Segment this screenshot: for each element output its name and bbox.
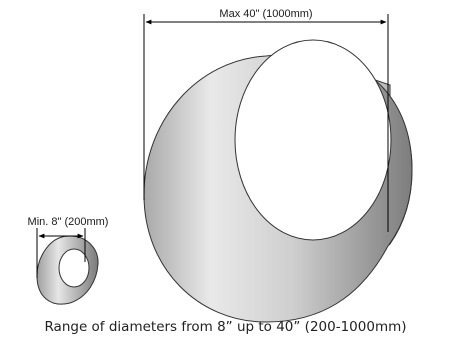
small-tube-opening (58, 248, 90, 288)
small-tube-dimension-label: Min. 8" (200mm) (28, 216, 109, 228)
large-tube-opening (234, 39, 392, 241)
small-tube (36, 235, 99, 305)
large-tube (143, 39, 413, 323)
small-tube-dimension: Min. 8" (200mm) (28, 216, 109, 278)
large-tube-dimension: Max 40" (1000mm) (143, 8, 389, 232)
large-tube-dimension-label: Max 40" (1000mm) (219, 8, 312, 20)
diagram-caption: Range of diameters from 8” up to 40” (20… (44, 319, 407, 335)
